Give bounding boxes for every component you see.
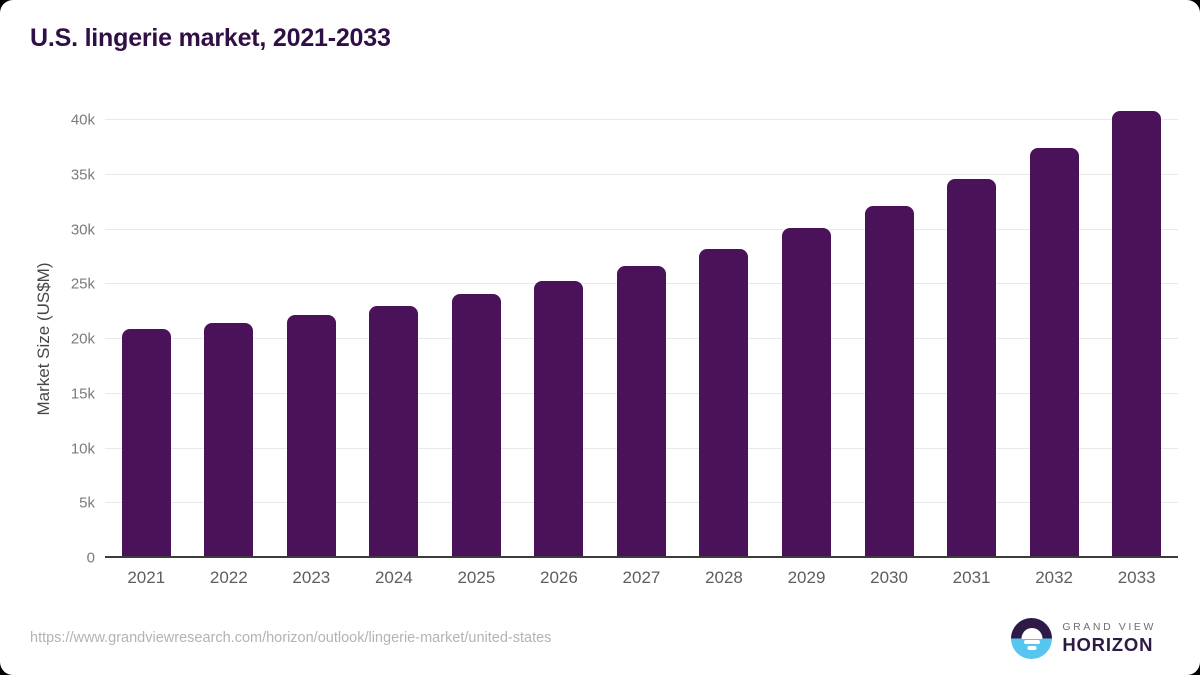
bar-slot-2030 bbox=[848, 120, 931, 558]
plot-area bbox=[105, 111, 1178, 558]
y-tick-25k: 25k bbox=[70, 275, 95, 293]
x-tick-2021: 2021 bbox=[127, 568, 166, 587]
bar-2023[interactable] bbox=[286, 315, 336, 558]
y-tick-20k: 20k bbox=[70, 330, 95, 348]
y-tick-0: 0 bbox=[86, 549, 95, 567]
x-tick-2025: 2025 bbox=[457, 568, 496, 587]
y-axis-title: Market Size (US$M) bbox=[34, 262, 53, 416]
bar-slot-2028 bbox=[683, 120, 766, 558]
x-tick-2031: 2031 bbox=[952, 568, 991, 587]
y-tick-35k: 35k bbox=[70, 166, 95, 184]
bar-slot-2025 bbox=[435, 120, 518, 558]
bar-slot-2022 bbox=[188, 120, 271, 558]
gridline-40k bbox=[105, 119, 1178, 120]
bar-2024[interactable] bbox=[369, 305, 419, 558]
source-url: https://www.grandviewresearch.com/horizo… bbox=[30, 630, 552, 646]
sun-reflection-line bbox=[1027, 646, 1037, 650]
bar-slot-2026 bbox=[518, 120, 601, 558]
x-tick-2022: 2022 bbox=[209, 568, 248, 587]
bar-2021[interactable] bbox=[121, 329, 171, 558]
bar-2032[interactable] bbox=[1029, 147, 1079, 558]
bar-slot-2033 bbox=[1095, 111, 1178, 558]
x-tick-2033: 2033 bbox=[1117, 568, 1156, 587]
x-tick-2026: 2026 bbox=[540, 568, 578, 587]
bars bbox=[105, 111, 1178, 558]
x-tick-2030: 2030 bbox=[870, 568, 908, 587]
y-tick-40k: 40k bbox=[70, 111, 95, 129]
bar-2027[interactable] bbox=[616, 266, 666, 558]
bar-slot-2032 bbox=[1013, 120, 1096, 558]
bar-2029[interactable] bbox=[782, 228, 832, 558]
y-tick-15k: 15k bbox=[70, 385, 95, 403]
gridline-30k bbox=[105, 228, 1178, 230]
logo-grand-view-label: GRAND VIEW bbox=[1062, 621, 1156, 633]
logo-text: GRAND VIEW HORIZON bbox=[1062, 621, 1156, 656]
bar-slot-2024 bbox=[353, 120, 436, 558]
bar-2026[interactable] bbox=[534, 280, 584, 558]
x-axis-tick-labels: 2021 2022 2023 2024 2025 2026 2027 2028 2029 2030… bbox=[105, 568, 1178, 588]
bar-2030[interactable] bbox=[864, 205, 914, 558]
gridline-35k bbox=[105, 173, 1178, 175]
bar-slot-2023 bbox=[270, 120, 353, 558]
x-tick-2029: 2029 bbox=[787, 568, 826, 587]
logo-horizon-label: HORIZON bbox=[1062, 634, 1154, 655]
x-tick-2023: 2023 bbox=[292, 568, 331, 587]
sun-reflection-line bbox=[1023, 640, 1040, 644]
x-tick-2032: 2032 bbox=[1035, 568, 1074, 587]
x-axis-baseline bbox=[105, 556, 1178, 558]
y-tick-30k: 30k bbox=[70, 221, 95, 238]
bar-slot-2021 bbox=[105, 120, 188, 558]
x-tick-2027: 2027 bbox=[622, 568, 661, 587]
x-tick-2028: 2028 bbox=[705, 568, 743, 587]
bar-2033[interactable] bbox=[1112, 111, 1162, 558]
grand-view-horizon-logo[interactable]: GRAND VIEW HORIZON bbox=[1011, 618, 1156, 659]
bar-2028[interactable] bbox=[699, 248, 749, 558]
sun-shape bbox=[1021, 627, 1043, 639]
bar-slot-2027 bbox=[600, 120, 683, 558]
bar-2022[interactable] bbox=[204, 323, 254, 558]
y-tick-10k: 10k bbox=[70, 440, 95, 457]
x-tick-2024: 2024 bbox=[374, 568, 413, 587]
bar-slot-2029 bbox=[765, 120, 848, 558]
y-axis-tick-labels: 0 5k 10k 15k 20k 25k 30k 35k 40k bbox=[55, 112, 95, 567]
bar-2031[interactable] bbox=[947, 179, 997, 558]
bar-2025[interactable] bbox=[451, 294, 501, 558]
chart-title: U.S. lingerie market, 2021-2033 bbox=[30, 24, 391, 52]
horizon-sun-logo-icon bbox=[1011, 618, 1053, 659]
y-tick-5k: 5k bbox=[79, 494, 95, 512]
bar-slot-2031 bbox=[930, 120, 1013, 558]
